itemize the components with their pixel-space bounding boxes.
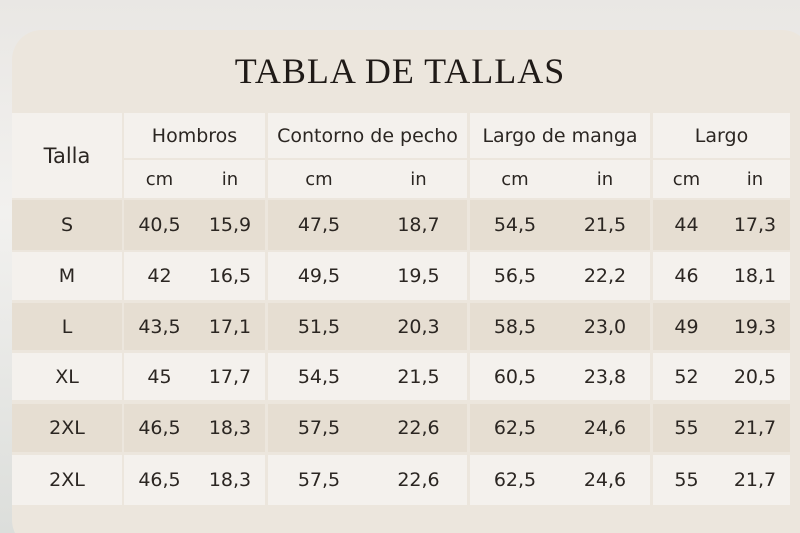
row-bg [653,353,790,400]
value-cell: 62,5 [493,417,537,439]
value-cell: 21,5 [583,214,627,236]
column-header: Talla [12,113,122,198]
value-cell: 55 [674,417,699,439]
value-cell: 21,5 [397,365,440,388]
row-bg [268,404,467,452]
unit-header: cm [653,160,720,198]
row-bg [268,252,467,300]
row-bg [653,252,790,300]
size-cell: L [12,303,122,350]
value-cell: 57,5 [297,417,341,439]
value-cell: 49,5 [297,265,341,287]
value-cell: 23,8 [583,365,627,388]
row-bg [470,455,650,505]
value-cell: 44 [674,214,699,236]
value-cell: 51,5 [297,315,341,338]
value-cell: 21,7 [733,469,777,491]
value-cell: 16,5 [208,265,252,287]
value-cell: 24,6 [583,469,627,491]
value-cell: 43,5 [138,315,181,338]
row-bg [124,200,265,250]
value-cell: 42 [147,265,172,287]
value-cell: 23,0 [583,315,627,338]
size-cell: M [12,252,122,300]
value-cell: 18,1 [733,265,777,287]
row-bg [124,303,265,350]
value-cell: 58,5 [493,315,537,338]
value-cell: 15,9 [208,214,252,236]
value-cell: 46 [674,265,699,287]
value-cell: 21,7 [733,417,777,439]
row-bg [124,252,265,300]
row-bg [268,200,467,250]
row-bg [268,353,467,400]
column-header: Largo [653,113,790,158]
value-cell: 62,5 [493,469,537,491]
row-bg [124,404,265,452]
unit-header: in [560,160,650,198]
value-cell: 17,1 [208,315,252,338]
value-cell: 20,3 [397,315,440,338]
value-cell: 22,6 [397,417,440,439]
value-cell: 60,5 [493,365,537,388]
value-cell: 56,5 [493,265,537,287]
value-cell: 18,3 [208,417,252,439]
value-cell: 46,5 [138,469,181,491]
value-cell: 45 [147,365,172,388]
column-header: Largo de manga [470,113,650,158]
value-cell: 18,3 [208,469,252,491]
value-cell: 17,7 [208,365,252,388]
title: TABLA DE TALLAS [234,51,566,91]
value-cell: 19,3 [733,315,777,338]
column-header: Contorno de pecho [268,113,467,158]
row-bg [653,303,790,350]
value-cell: 57,5 [297,469,341,491]
value-cell: 55 [674,469,699,491]
row-bg [653,404,790,452]
size-cell: XL [12,353,122,400]
value-cell: 18,7 [397,214,440,236]
value-cell: 54,5 [297,365,341,388]
size-cell: S [12,200,122,250]
row-bg [653,200,790,250]
value-cell: 19,5 [397,265,440,287]
value-cell: 52 [674,365,699,388]
unit-header: cm [268,160,370,198]
value-cell: 40,5 [138,214,181,236]
value-cell: 22,6 [397,469,440,491]
unit-header: in [720,160,790,198]
row-bg [470,200,650,250]
unit-header: in [195,160,265,198]
unit-header: cm [470,160,560,198]
value-cell: 54,5 [493,214,537,236]
unit-header: in [370,160,467,198]
row-bg [470,252,650,300]
row-bg [470,404,650,452]
row-bg [268,303,467,350]
row-bg [268,455,467,505]
value-cell: 22,2 [583,265,627,287]
value-cell: 24,6 [583,417,627,439]
size-cell: 2XL [12,404,122,452]
unit-header: cm [124,160,195,198]
row-bg [470,353,650,400]
row-bg [470,303,650,350]
value-cell: 46,5 [138,417,181,439]
column-header: Hombros [124,113,265,158]
value-cell: 17,3 [733,214,777,236]
row-bg [124,455,265,505]
value-cell: 47,5 [297,214,341,236]
size-cell: 2XL [12,455,122,505]
value-cell: 49 [674,315,699,338]
row-bg [653,455,790,505]
row-bg [124,353,265,400]
value-cell: 20,5 [733,365,777,388]
